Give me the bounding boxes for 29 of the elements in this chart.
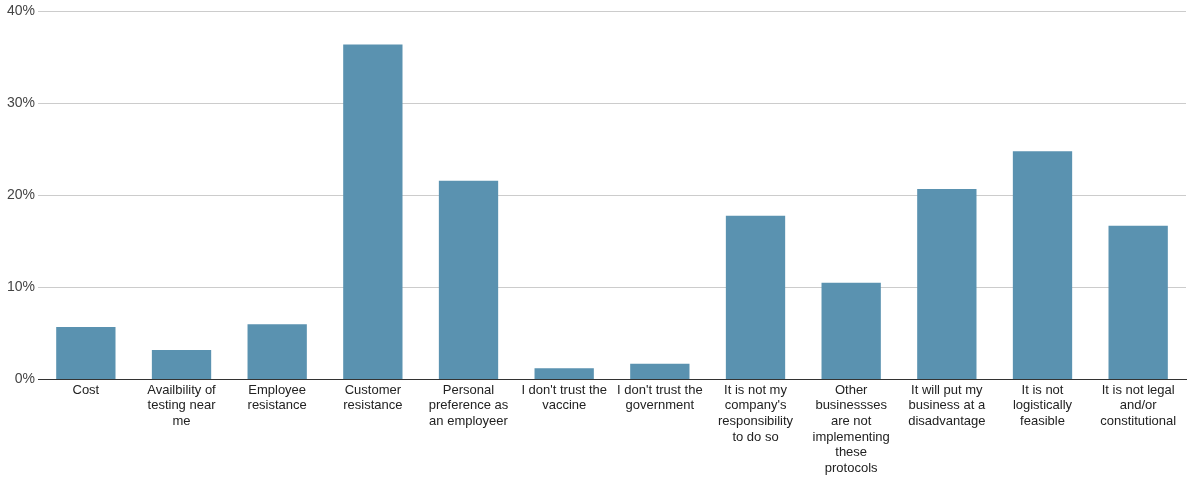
x-tick-label: Cost: [72, 381, 100, 397]
y-tick-label: 0%: [14, 370, 36, 387]
y-tick-label: 30%: [6, 94, 36, 111]
bar: [725, 215, 786, 379]
x-tick-label: Other businessses are not implementing these protocols: [812, 381, 890, 475]
x-tick-label: It is not logistically feasible: [1012, 381, 1073, 428]
y-tick-label: 20%: [6, 186, 36, 203]
bar: [247, 324, 307, 379]
bar: [917, 188, 977, 379]
x-tick-label: I don't trust the vaccine: [521, 381, 607, 413]
bar: [151, 349, 212, 379]
bar: [343, 44, 403, 379]
bar: [438, 180, 499, 379]
x-tick-label: It is not legal and/or constitutional: [1100, 381, 1177, 428]
x-tick-label: I don't trust the government: [617, 381, 703, 413]
bar: [1012, 151, 1073, 379]
bar: [1108, 225, 1168, 379]
bar: [630, 363, 690, 379]
x-tick-label: Personal preference as an employeer: [428, 381, 509, 428]
x-tick-label: Customer resistance: [343, 381, 403, 413]
x-tick-label: It is not my company's responsibility to do so: [717, 381, 794, 444]
x-tick-label: Availbility of testing near me: [147, 381, 217, 428]
y-tick-label: 40%: [6, 2, 36, 19]
bar: [821, 282, 881, 379]
x-tick-label: It will put my business at a disadvantage: [908, 381, 986, 428]
x-tick-label: Employee resistance: [247, 381, 307, 413]
bar: [56, 326, 116, 379]
y-tick-label: 10%: [6, 278, 36, 295]
bar: [534, 368, 594, 379]
